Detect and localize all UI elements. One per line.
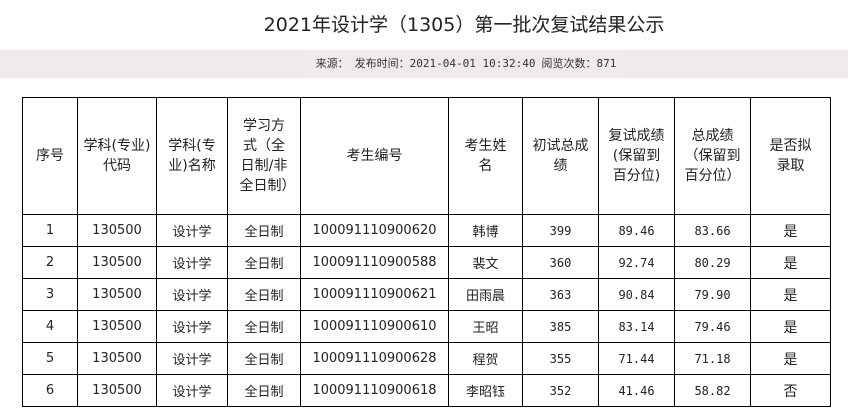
results-table: 序号 学科(专业)代码 学科(专业)名称 学习方式（全日制/非全日制） 考生编号 考生姓名… bbox=[22, 97, 831, 407]
column-header-label: 初试总成绩 bbox=[532, 138, 589, 174]
column-header-label: 是否拟录取 bbox=[769, 138, 812, 174]
table-row: 6 130500 设计学 全日制 100091110900618 李昭钰 352 41.46 5… bbox=[22, 374, 831, 407]
table-cell: 设计学 bbox=[156, 278, 228, 311]
column-header: 考生编号 bbox=[300, 97, 449, 215]
table-cell: 否 bbox=[750, 374, 831, 407]
table-cell: 全日制 bbox=[227, 310, 301, 343]
column-header-label: 学习方式（全日制/非全日制） bbox=[239, 118, 296, 194]
table-cell: 王昭 bbox=[448, 310, 523, 343]
table-cell: 90.84 bbox=[598, 278, 675, 311]
table-cell: 设计学 bbox=[156, 214, 228, 247]
table-cell: 3 bbox=[22, 278, 78, 311]
table-cell: 100091110900620 bbox=[300, 214, 449, 247]
table-cell: 100091110900588 bbox=[300, 246, 449, 279]
views-label: 阅览次数： bbox=[541, 57, 597, 70]
table-cell: 130500 bbox=[77, 278, 157, 311]
column-header: 是否拟录取 bbox=[750, 97, 831, 215]
column-header-label: 学科(专业)名称 bbox=[168, 138, 216, 174]
table-cell: 385 bbox=[522, 310, 599, 343]
column-header-label: 复试成绩(保留到百分位) bbox=[608, 128, 665, 184]
table-cell: 92.74 bbox=[598, 246, 675, 279]
table-cell: 5 bbox=[22, 342, 78, 375]
table-row: 5 130500 设计学 全日制 100091110900628 程贺 355 71.44 71… bbox=[22, 342, 831, 375]
column-header: 序号 bbox=[22, 97, 78, 215]
views-count: 871 bbox=[596, 57, 617, 70]
table-row: 4 130500 设计学 全日制 100091110900610 王昭 385 83.14 79… bbox=[22, 310, 831, 343]
table-cell: 352 bbox=[522, 374, 599, 407]
column-header-label: 考生编号 bbox=[346, 148, 403, 164]
table-cell: 全日制 bbox=[227, 342, 301, 375]
column-header-label: 考生姓名 bbox=[464, 138, 507, 174]
table-cell: 田雨晨 bbox=[448, 278, 523, 311]
table-cell: 100091110900618 bbox=[300, 374, 449, 407]
table-cell: 79.90 bbox=[674, 278, 751, 311]
article-meta: 来源： 发布时间：2021-04-01 10:32:40 阅览次数：871 bbox=[0, 50, 848, 78]
table-cell: 全日制 bbox=[227, 214, 301, 247]
table-cell: 是 bbox=[750, 278, 831, 311]
column-header: 考生姓名 bbox=[448, 97, 523, 215]
table-cell: 130500 bbox=[77, 214, 157, 247]
table-cell: 设计学 bbox=[156, 374, 228, 407]
table-cell: 58.82 bbox=[674, 374, 751, 407]
table-cell: 韩博 bbox=[448, 214, 523, 247]
table-cell: 全日制 bbox=[227, 374, 301, 407]
table-row: 3 130500 设计学 全日制 100091110900621 田雨晨 363 90.84 7… bbox=[22, 278, 831, 311]
table-cell: 1 bbox=[22, 214, 78, 247]
table-cell: 100091110900621 bbox=[300, 278, 449, 311]
table-cell: 130500 bbox=[77, 246, 157, 279]
table-cell: 41.46 bbox=[598, 374, 675, 407]
column-header: 总成绩（保留到百分位） bbox=[674, 97, 751, 215]
table-cell: 100091110900610 bbox=[300, 310, 449, 343]
table-cell: 4 bbox=[22, 310, 78, 343]
column-header: 初试总成绩 bbox=[522, 97, 599, 215]
source-label: 来源： bbox=[315, 57, 349, 70]
table-cell: 是 bbox=[750, 214, 831, 247]
table-cell: 130500 bbox=[77, 374, 157, 407]
column-header-label: 学科(专业)代码 bbox=[83, 138, 151, 174]
table-cell: 是 bbox=[750, 246, 831, 279]
table-cell: 是 bbox=[750, 310, 831, 343]
publish-label: 发布时间： bbox=[354, 57, 410, 70]
table-cell: 71.44 bbox=[598, 342, 675, 375]
table-cell: 程贺 bbox=[448, 342, 523, 375]
table-cell: 设计学 bbox=[156, 310, 228, 343]
table-cell: 6 bbox=[22, 374, 78, 407]
table-cell: 363 bbox=[522, 278, 599, 311]
column-header: 学习方式（全日制/非全日制） bbox=[227, 97, 301, 215]
table-cell: 全日制 bbox=[227, 246, 301, 279]
table-cell: 设计学 bbox=[156, 246, 228, 279]
table-cell: 83.14 bbox=[598, 310, 675, 343]
table-row: 1 130500 设计学 全日制 100091110900620 韩博 399 89.46 83… bbox=[22, 214, 831, 247]
table-cell: 全日制 bbox=[227, 278, 301, 311]
table-cell: 80.29 bbox=[674, 246, 751, 279]
table-cell: 130500 bbox=[77, 310, 157, 343]
table-cell: 89.46 bbox=[598, 214, 675, 247]
table-cell: 设计学 bbox=[156, 342, 228, 375]
column-header: 复试成绩(保留到百分位) bbox=[598, 97, 675, 215]
table-cell: 399 bbox=[522, 214, 599, 247]
table-cell: 2 bbox=[22, 246, 78, 279]
table-cell: 71.18 bbox=[674, 342, 751, 375]
table-cell: 100091110900628 bbox=[300, 342, 449, 375]
table-cell: 裴文 bbox=[448, 246, 523, 279]
table-cell: 355 bbox=[522, 342, 599, 375]
table-cell: 李昭钰 bbox=[448, 374, 523, 407]
table-row: 2 130500 设计学 全日制 100091110900588 裴文 360 92.74 80… bbox=[22, 246, 831, 279]
table-cell: 360 bbox=[522, 246, 599, 279]
column-header-label: 总成绩（保留到百分位） bbox=[684, 128, 741, 184]
column-header: 学科(专业)代码 bbox=[77, 97, 157, 215]
column-header-label: 序号 bbox=[36, 148, 64, 164]
table-cell: 130500 bbox=[77, 342, 157, 375]
table-cell: 79.46 bbox=[674, 310, 751, 343]
table-cell: 是 bbox=[750, 342, 831, 375]
column-header: 学科(专业)名称 bbox=[156, 97, 228, 215]
publish-time: 2021-04-01 10:32:40 bbox=[409, 57, 536, 70]
table-cell: 83.66 bbox=[674, 214, 751, 247]
page-title: 2021年设计学（1305）第一批次复试结果公示 bbox=[263, 14, 665, 36]
